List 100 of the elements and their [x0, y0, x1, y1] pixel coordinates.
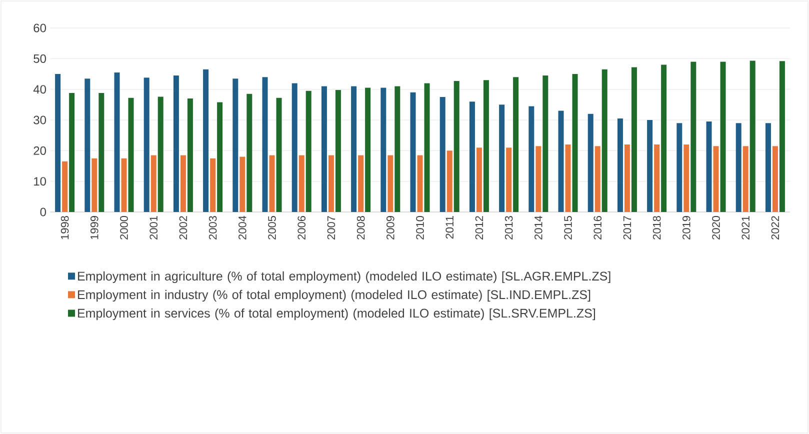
bar [750, 60, 756, 212]
bar [624, 144, 630, 212]
bar [772, 146, 778, 212]
bar [144, 78, 150, 212]
bar [483, 80, 489, 212]
bar [661, 64, 667, 212]
x-tick-label: 2002 [179, 216, 188, 240]
bar [558, 110, 564, 212]
bar [388, 155, 394, 212]
x-tick-label: 2004 [238, 216, 246, 240]
x-tick-label: 2022 [771, 216, 780, 240]
x-tick-label: 2012 [475, 216, 484, 240]
bar [114, 72, 120, 212]
bar [513, 77, 519, 212]
bar [217, 102, 223, 212]
bar [454, 81, 460, 212]
bar [536, 146, 542, 212]
bar [328, 155, 334, 212]
x-tick-label: 2009 [386, 216, 394, 240]
bar [298, 155, 304, 212]
bar [542, 76, 548, 212]
legend-label: Employment in services (% of total employment) (modeled ILO estimate) [SL.SRV.EMPL.ZS] [78, 308, 595, 320]
x-tick-label: 2001 [150, 216, 158, 240]
bar [647, 120, 653, 212]
x-tick-label: 2007 [327, 216, 336, 240]
x-tick-label: 2008 [356, 216, 365, 240]
y-tick-label: 60 [34, 24, 46, 32]
bar [684, 144, 690, 212]
bar [351, 86, 357, 212]
bar [424, 83, 430, 212]
bar [306, 90, 312, 212]
bar [742, 146, 748, 212]
bar [602, 69, 608, 212]
x-tick-label: 2019 [682, 216, 690, 240]
y-tick-label: 10 [34, 177, 46, 186]
bar [588, 114, 594, 212]
legend-label: Employment in agriculture (% of total employment) (modeled ILO estimate) [SL.AGR.EMPL.ZS] [78, 271, 610, 284]
y-tick-label: 30 [34, 116, 46, 124]
bar [150, 155, 156, 212]
bar [98, 93, 104, 212]
bar [594, 146, 600, 212]
x-tick-label: 1999 [90, 216, 98, 240]
bar [62, 161, 68, 212]
x-tick-label: 1998 [60, 216, 69, 240]
bar [128, 98, 134, 212]
bar [713, 146, 719, 212]
bar [720, 62, 726, 212]
bar [240, 156, 246, 212]
y-tick-label: 50 [34, 54, 46, 63]
x-tick-label: 2010 [416, 216, 424, 240]
bar [262, 77, 268, 212]
bar [365, 88, 371, 212]
x-tick-label: 2017 [623, 216, 632, 240]
bar [92, 158, 98, 212]
bar [572, 74, 578, 212]
bar [417, 155, 423, 212]
x-tick-label: 2016 [594, 216, 602, 240]
bar [121, 158, 127, 212]
x-tick-label: 2003 [208, 216, 217, 240]
bar [84, 78, 90, 212]
bar [469, 102, 475, 212]
bar [565, 144, 571, 212]
bar [69, 93, 75, 212]
bar [276, 98, 282, 212]
bar [321, 86, 327, 212]
x-tick-label: 2014 [534, 216, 542, 240]
bar [158, 96, 164, 212]
y-tick-label: 0 [40, 208, 46, 216]
bar [180, 155, 186, 212]
bar [690, 62, 696, 212]
bar [269, 155, 275, 212]
bar [654, 144, 660, 212]
x-tick-label: 2000 [120, 216, 128, 240]
bar [440, 96, 446, 212]
bar [676, 123, 682, 212]
bar [358, 155, 364, 212]
bar [765, 123, 771, 212]
bar [736, 123, 742, 212]
bar [528, 106, 534, 212]
x-tick-label: 2020 [712, 216, 720, 240]
y-tick-label: 40 [33, 85, 46, 94]
bar [187, 98, 193, 212]
x-tick-label: 2013 [504, 216, 513, 240]
bar [335, 90, 341, 212]
x-tick-label: 2015 [564, 216, 572, 240]
bar [706, 122, 712, 212]
x-tick-label: 2018 [652, 216, 661, 240]
x-tick-label: 2011 [446, 216, 454, 239]
bar [210, 158, 216, 212]
x-tick-label: 2005 [268, 216, 276, 240]
x-tick-label: 2006 [298, 216, 306, 240]
bar [410, 92, 416, 212]
bar [55, 74, 61, 212]
bar [631, 67, 637, 212]
bar [499, 104, 505, 212]
legend-label: Employment in industry (% of total employment) (modeled ILO estimate) [SL.IND.EMPL.ZS] [78, 290, 590, 302]
bar [617, 118, 623, 212]
bar [173, 76, 179, 212]
bar [246, 94, 252, 212]
bar [506, 148, 512, 212]
